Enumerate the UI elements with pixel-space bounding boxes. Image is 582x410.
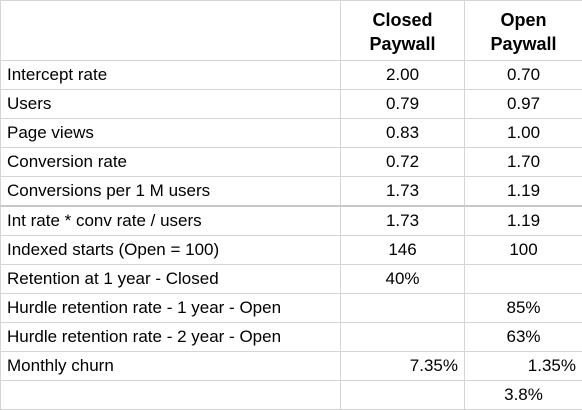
open-value-cell[interactable]: 63%	[465, 323, 582, 352]
open-value-cell[interactable]: 1.70	[465, 148, 582, 177]
table-row: Monthly churn 7.35% 1.35%	[1, 352, 582, 381]
open-value-cell[interactable]: 3.8%	[465, 381, 582, 410]
closed-value-cell[interactable]: 146	[341, 236, 465, 265]
table-row: Hurdle retention rate - 2 year - Open 63…	[1, 323, 582, 352]
row-label-cell[interactable]: Retention at 1 year - Closed	[1, 265, 341, 294]
header-open-line2: Paywall	[471, 32, 576, 56]
open-value-cell[interactable]	[465, 265, 582, 294]
open-value-cell[interactable]: 0.97	[465, 90, 582, 119]
open-value-cell[interactable]: 0.70	[465, 61, 582, 90]
closed-value-cell[interactable]	[341, 323, 465, 352]
table-row: Int rate * conv rate / users 1.73 1.19	[1, 206, 582, 236]
closed-value-cell[interactable]: 2.00	[341, 61, 465, 90]
row-label-cell[interactable]: Monthly churn	[1, 352, 341, 381]
closed-value-cell[interactable]: 40%	[341, 265, 465, 294]
table-row: Conversions per 1 M users 1.73 1.19	[1, 177, 582, 207]
row-label-cell[interactable]: Int rate * conv rate / users	[1, 206, 341, 236]
closed-value-cell[interactable]: 0.72	[341, 148, 465, 177]
closed-value-cell[interactable]: 7.35%	[341, 352, 465, 381]
open-value-cell[interactable]: 100	[465, 236, 582, 265]
table-row: Indexed starts (Open = 100) 146 100	[1, 236, 582, 265]
row-label-cell[interactable]: Hurdle retention rate - 2 year - Open	[1, 323, 341, 352]
header-open-line1: Open	[471, 8, 576, 32]
open-value-cell[interactable]: 1.35%	[465, 352, 582, 381]
table-row: 3.8%	[1, 381, 582, 410]
closed-value-cell[interactable]	[341, 381, 465, 410]
closed-value-cell[interactable]: 1.73	[341, 206, 465, 236]
table-row: Hurdle retention rate - 1 year - Open 85…	[1, 294, 582, 323]
closed-value-cell[interactable]	[341, 294, 465, 323]
closed-value-cell[interactable]: 0.79	[341, 90, 465, 119]
table-row: Users 0.79 0.97	[1, 90, 582, 119]
table-row: Retention at 1 year - Closed 40%	[1, 265, 582, 294]
table-row: Intercept rate 2.00 0.70	[1, 61, 582, 90]
table-row: Page views 0.83 1.00	[1, 119, 582, 148]
closed-value-cell[interactable]: 1.73	[341, 177, 465, 207]
row-label-cell[interactable]: Indexed starts (Open = 100)	[1, 236, 341, 265]
closed-value-cell[interactable]: 0.83	[341, 119, 465, 148]
row-label-cell[interactable]	[1, 381, 341, 410]
header-closed-line2: Paywall	[347, 32, 458, 56]
row-label-cell[interactable]: Intercept rate	[1, 61, 341, 90]
row-label-cell[interactable]: Conversion rate	[1, 148, 341, 177]
header-empty-cell[interactable]	[1, 1, 341, 61]
row-label-cell[interactable]: Page views	[1, 119, 341, 148]
header-closed-paywall[interactable]: Closed Paywall	[341, 1, 465, 61]
row-label-cell[interactable]: Users	[1, 90, 341, 119]
open-value-cell[interactable]: 1.00	[465, 119, 582, 148]
header-closed-line1: Closed	[347, 8, 458, 32]
open-value-cell[interactable]: 85%	[465, 294, 582, 323]
row-label-cell[interactable]: Hurdle retention rate - 1 year - Open	[1, 294, 341, 323]
open-value-cell[interactable]: 1.19	[465, 177, 582, 207]
open-value-cell[interactable]: 1.19	[465, 206, 582, 236]
table-row: Conversion rate 0.72 1.70	[1, 148, 582, 177]
header-row: Closed Paywall Open Paywall	[1, 1, 582, 61]
row-label-cell[interactable]: Conversions per 1 M users	[1, 177, 341, 207]
header-open-paywall[interactable]: Open Paywall	[465, 1, 582, 61]
